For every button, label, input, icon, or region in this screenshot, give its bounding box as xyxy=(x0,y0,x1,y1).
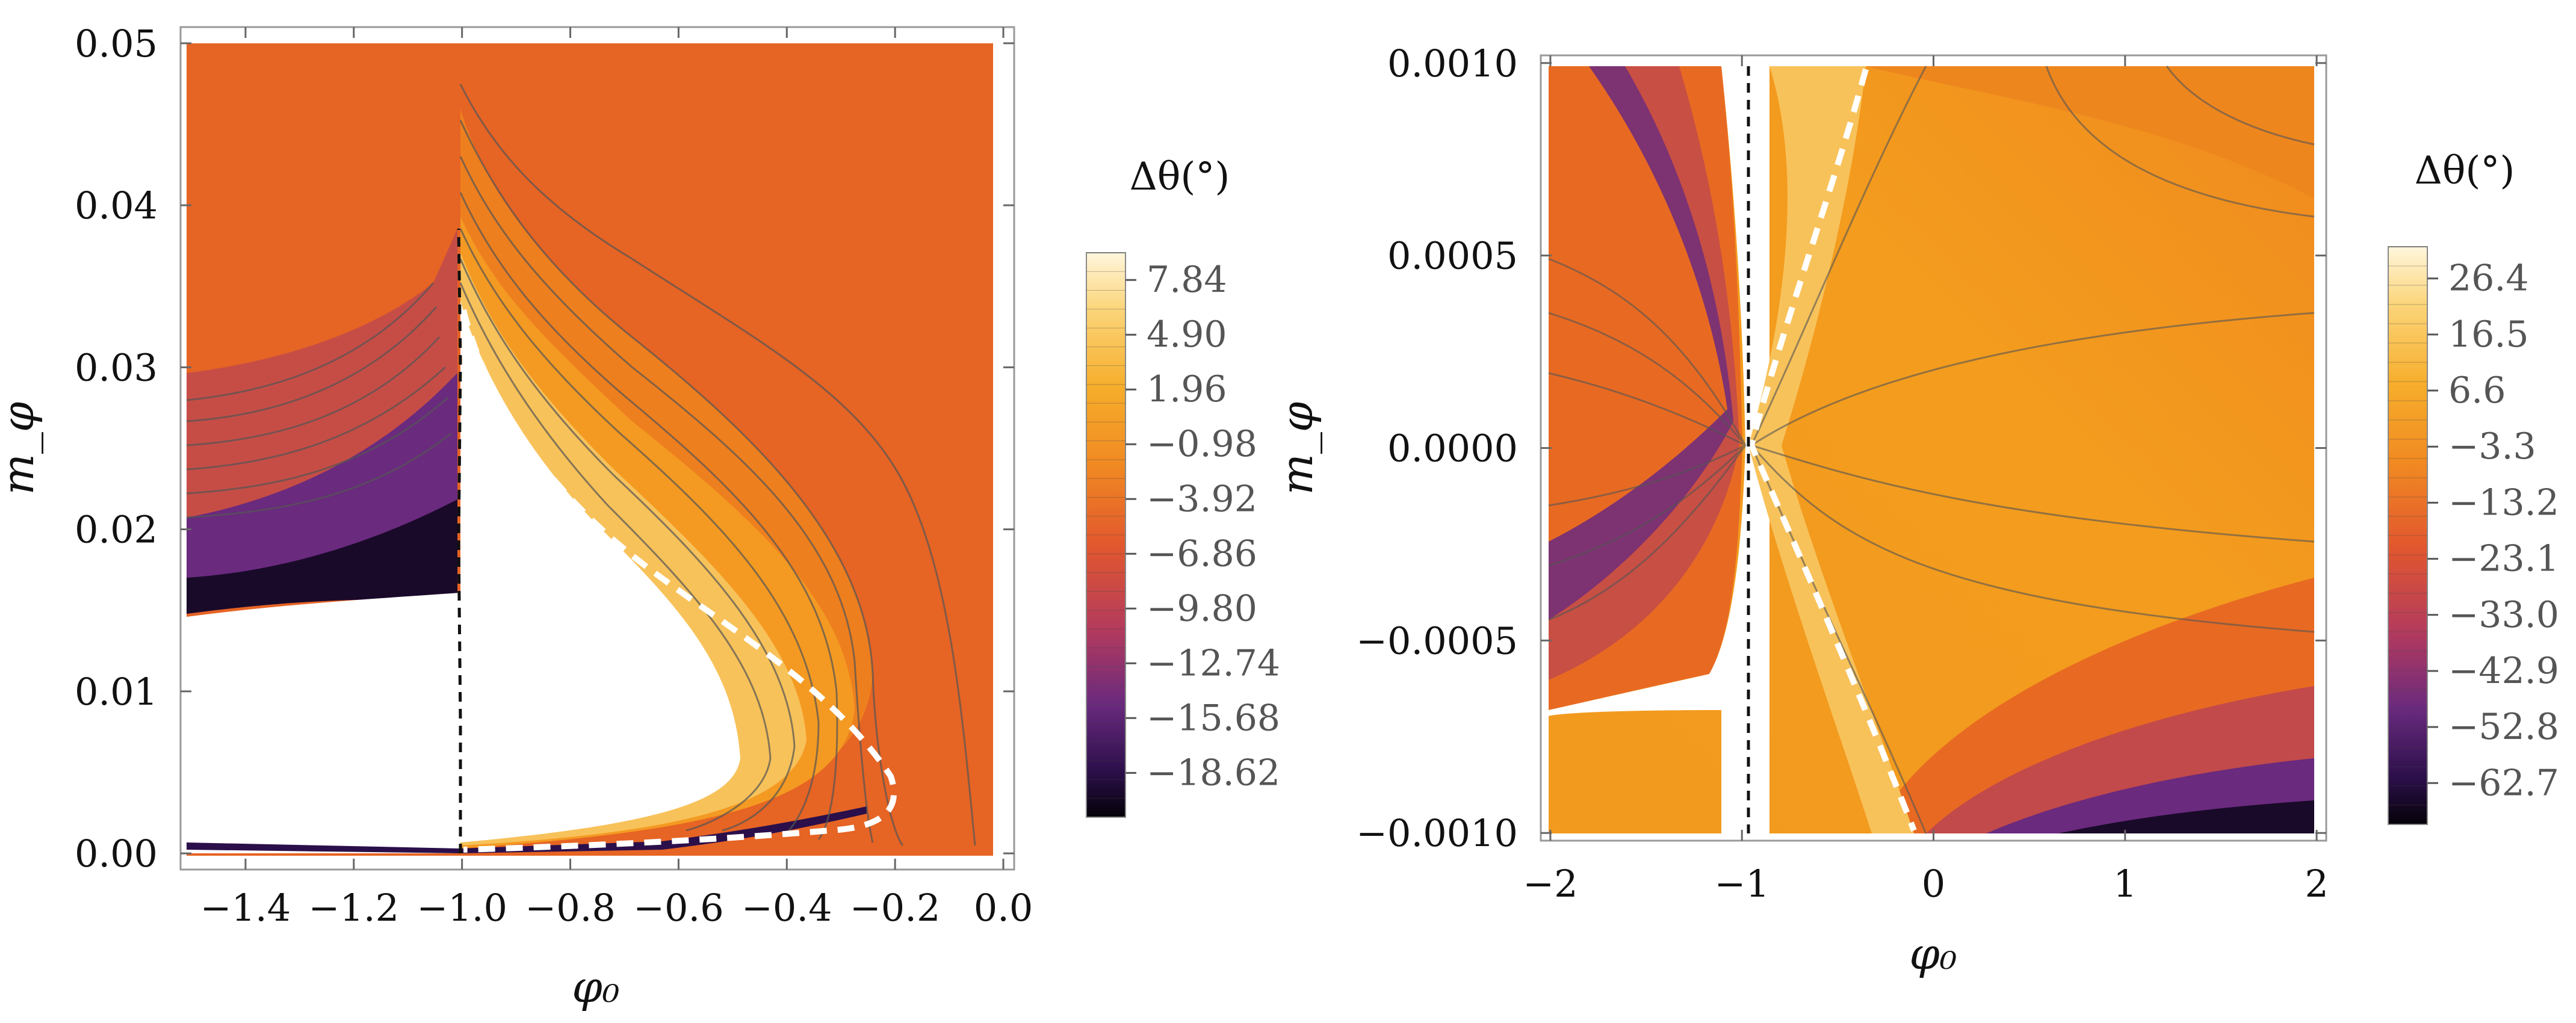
left-colorbar-tick-label: 4.90 xyxy=(1147,314,1227,356)
left-y-ticks: 0.00 0.01 0.02 0.03 0.04 0.05 xyxy=(75,22,1014,876)
left-colorbar-tick-label: −0.98 xyxy=(1147,423,1257,465)
left-y-tick-label: 0.04 xyxy=(75,184,158,227)
right-colorbar-tick-label: −62.7 xyxy=(2448,762,2559,804)
right-colorbar-tick-label: −33.0 xyxy=(2448,594,2559,636)
right-x-ticks: −2 −1 0 1 2 xyxy=(1523,55,2329,906)
left-black-dashed-curve xyxy=(457,228,462,853)
left-empty-region-lower-left xyxy=(187,593,460,853)
right-x-tick-label: −1 xyxy=(1715,862,1769,906)
left-x-tick-label: −1.0 xyxy=(416,886,507,930)
left-y-tick-label: 0.02 xyxy=(75,508,158,552)
right-x-tick-label: 1 xyxy=(2113,862,2137,906)
left-x-tick-label: −0.6 xyxy=(633,886,724,930)
right-colorbar-tick-label: 16.5 xyxy=(2448,314,2529,356)
left-colorbar-gradient xyxy=(1086,252,1126,818)
right-y-tick-label: −0.0005 xyxy=(1356,619,1518,663)
left-colorbar-tick-label: −3.92 xyxy=(1147,478,1257,520)
right-x-tick-label: 0 xyxy=(1922,862,1945,906)
right-colorbar-tick-label: 6.6 xyxy=(2448,369,2506,412)
right-y-axis-title: m_φ xyxy=(1272,401,1322,495)
left-contour-panel: 0.00 0.01 0.02 0.03 0.04 0.05 −1.4 −1.2 −1.0 −0.… xyxy=(0,22,1033,1012)
left-x-axis-title: φ₀ xyxy=(572,962,619,1012)
right-contour-panel: −0.0010 −0.0005 0.0000 0.0005 0.0010 −2 −1 0 1 2… xyxy=(1272,42,2329,979)
left-colorbar-tick-label: −15.68 xyxy=(1147,697,1280,739)
right-colorbar-tick-label: −3.3 xyxy=(2448,425,2536,468)
left-bottom-strip xyxy=(187,806,867,853)
right-y-tick-label: 0.0010 xyxy=(1387,42,1518,85)
left-x-tick-label: −0.4 xyxy=(742,886,832,930)
right-lower-fan-4 xyxy=(2058,800,2314,833)
right-y-tick-label: −0.0010 xyxy=(1356,811,1518,855)
left-white-dashed-curve xyxy=(460,309,897,853)
right-colorbar-gradient xyxy=(2388,246,2428,825)
left-x-tick-label: −0.8 xyxy=(525,886,616,930)
left-colorbar-tick-label: −6.86 xyxy=(1147,533,1257,575)
left-colorbar-tick-label: 1.96 xyxy=(1147,368,1227,410)
right-left-orange xyxy=(1549,66,1727,542)
right-colorbar: Δθ(°) 26.4 16.5 6.6 −3.3 −13.2 −23.1 −33.0 −42.… xyxy=(2388,149,2559,825)
right-y-ticks: −0.0010 −0.0005 0.0000 0.0005 0.0010 xyxy=(1356,42,2326,855)
left-y-axis-title: m_φ xyxy=(0,401,43,495)
right-colorbar-title: Δθ(°) xyxy=(2415,149,2515,193)
left-x-tick-label: −0.2 xyxy=(850,886,941,930)
left-colorbar-tick-label: −18.62 xyxy=(1147,752,1280,794)
left-x-tick-label: −1.2 xyxy=(309,886,400,930)
left-x-ticks: −1.4 −1.2 −1.0 −0.8 −0.6 −0.4 −0.2 0.0 xyxy=(200,27,1033,930)
right-colorbar-tick-label: −23.1 xyxy=(2448,538,2559,580)
right-colorbar-tick-label: −52.8 xyxy=(2448,706,2559,748)
right-white-dashed-curve xyxy=(1748,68,1917,832)
left-y-tick-label: 0.01 xyxy=(75,670,158,714)
left-x-tick-label: −1.4 xyxy=(200,886,291,930)
left-plot-frame xyxy=(179,26,1015,871)
right-colorbar-tick-label: −13.2 xyxy=(2448,481,2559,524)
left-y-tick-label: 0.00 xyxy=(75,832,158,876)
right-contour-lines xyxy=(1548,66,2315,834)
right-y-tick-label: 0.0005 xyxy=(1387,234,1518,278)
right-colorbar-tick-label: 26.4 xyxy=(2448,258,2529,300)
right-colorbar-tick-label: −42.9 xyxy=(2448,650,2559,692)
left-y-tick-label: 0.05 xyxy=(75,22,158,66)
left-empty-region-interior xyxy=(460,301,740,842)
left-x-tick-label: 0.0 xyxy=(974,886,1033,930)
right-x-tick-label: 2 xyxy=(2305,862,2328,906)
left-contour-lines xyxy=(186,84,976,846)
right-x-tick-label: −2 xyxy=(1523,862,1577,906)
right-y-tick-label: 0.0000 xyxy=(1387,427,1518,471)
left-darkest-band xyxy=(187,499,457,614)
left-colorbar: Δθ(°) 7.84 4.90 1.96 −0.98 −3.92 −6.86 −9.80 −1… xyxy=(1086,155,1280,818)
left-y-tick-label: 0.03 xyxy=(75,345,158,389)
left-colorbar-title: Δθ(°) xyxy=(1130,155,1230,199)
left-colorbar-tick-label: 7.84 xyxy=(1147,259,1227,301)
right-yellow-sweep xyxy=(1748,66,1914,833)
right-x-axis-title: φ₀ xyxy=(1909,929,1957,979)
left-colorbar-tick-label: −12.74 xyxy=(1147,642,1280,684)
left-colorbar-tick-label: −9.80 xyxy=(1147,587,1257,629)
